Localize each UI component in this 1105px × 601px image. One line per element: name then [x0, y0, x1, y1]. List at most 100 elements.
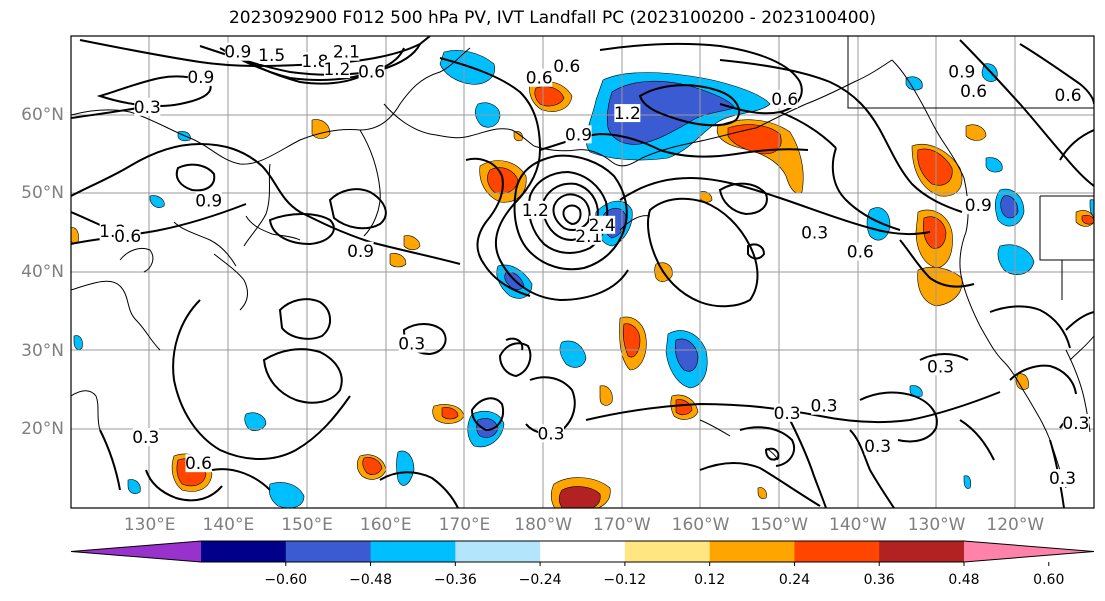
contour-label: 1.8 — [301, 52, 328, 72]
contour-label-background — [185, 454, 212, 473]
contour-label: 0.3 — [1049, 469, 1076, 489]
contour-label: 2.4 — [589, 216, 616, 236]
contour-label-background — [1049, 469, 1076, 488]
contour-label-background — [258, 45, 285, 64]
colorbar-swatch — [370, 541, 456, 562]
contour-label-background — [114, 226, 141, 245]
longitude-label: 160°W — [671, 515, 730, 535]
contour-label-background — [948, 62, 975, 81]
colorbar — [70, 540, 1095, 566]
contour-label-background — [538, 424, 565, 443]
latitude-label: 40°N — [21, 262, 64, 282]
colorbar-tick-label: 0.60 — [1033, 572, 1065, 588]
contour-label: 0.3 — [801, 224, 828, 244]
contour-label: 0.9 — [224, 43, 251, 63]
colorbar-swatch — [879, 541, 965, 562]
contour-label: 1.2 — [323, 60, 350, 80]
contour-label-background — [553, 56, 580, 75]
contour-label: 0.9 — [187, 68, 214, 88]
latitude-label: 50°N — [21, 183, 64, 204]
contour-label: 0.6 — [553, 57, 580, 77]
contour-label-background — [1055, 86, 1082, 104]
colorbar-tick-label: −0.24 — [518, 572, 562, 588]
contour-label: 1.2 — [614, 104, 641, 124]
contour-label: 0.6 — [185, 454, 212, 474]
contour-label: 0.6 — [526, 69, 553, 89]
contour-label: 0.3 — [774, 404, 801, 424]
contour-label-background — [195, 191, 222, 210]
contour-label: 0.9 — [565, 125, 592, 145]
contour-label-background — [323, 60, 350, 79]
contour-label-background — [801, 223, 828, 242]
graticule — [71, 36, 1094, 508]
contour-label: 0.3 — [927, 357, 954, 377]
contour-label-background — [927, 357, 954, 376]
colorbar-tick-label: 0.24 — [778, 572, 811, 588]
contour-labels: 0.9 1.5 1.8 2.11.2 0.60.90.30.60.60.91.20.60… — [99, 42, 1089, 489]
contour-label: 0.6 — [771, 90, 798, 110]
contour-label: 0.3 — [864, 437, 891, 457]
colorbar-tick-label: −0.36 — [433, 572, 477, 588]
pv-contours — [71, 36, 1094, 508]
contour-label-background — [589, 215, 616, 234]
contour-label-background — [960, 82, 987, 101]
colorbar-swatch — [455, 541, 541, 562]
pv-anomaly-shading — [71, 50, 1094, 508]
colorbar-swatch — [285, 541, 372, 562]
contour-label: 0.9 — [948, 62, 975, 82]
latitude-label: 60°N — [21, 104, 64, 125]
contour-label-background — [847, 242, 874, 261]
contour-label: 0.6 — [114, 227, 141, 247]
contour-label: 0.3 — [537, 424, 564, 444]
contour-label-background — [347, 241, 374, 260]
colorbar-tick-label: −0.48 — [349, 572, 392, 588]
contour-label-background — [526, 68, 553, 87]
contour-label-background — [965, 196, 992, 215]
longitude-label: 170°E — [438, 515, 491, 535]
longitude-label: 180°W — [514, 515, 573, 535]
contour-label: 0.3 — [398, 335, 425, 355]
latitude-label: 30°N — [21, 340, 64, 361]
contour-label-background — [187, 67, 214, 86]
longitude-label: 140°E — [202, 515, 255, 535]
longitude-label: 130°W — [907, 515, 966, 535]
colorbar-swatch — [709, 541, 795, 562]
contour-label: 0.9 — [965, 196, 992, 216]
contour-label-background — [1062, 414, 1089, 433]
colorbar-swatch — [794, 541, 880, 562]
colorbar-tick-label: −0.12 — [603, 572, 647, 588]
contour-label: 0.9 — [195, 191, 222, 211]
longitude-label: 160°E — [359, 515, 412, 535]
contour-label: 0.6 — [847, 243, 874, 263]
contour-label: 0.3 — [134, 98, 161, 118]
contour-label-background — [614, 104, 641, 123]
colorbar-swatch — [201, 541, 287, 562]
contour-label-background — [358, 62, 385, 81]
contour-label-background — [301, 52, 328, 71]
longitude-label: 150°W — [750, 515, 809, 535]
contour-label-background — [333, 42, 360, 61]
contour-label: 2.1 — [333, 43, 360, 63]
map-title: 2023092900 F012 500 hPa PV, IVT Landfall… — [228, 8, 876, 28]
longitude-label: 140°W — [829, 515, 887, 535]
longitude-label: 150°E — [281, 515, 333, 535]
longitude-label: 120°W — [986, 515, 1045, 535]
colorbar-tick-label: 0.12 — [694, 572, 726, 588]
contour-label: 0.6 — [1055, 86, 1082, 106]
contour-label: 1.2 — [522, 201, 549, 221]
colorbar-tick-label: 0.36 — [863, 572, 895, 588]
contour-label-background — [771, 89, 798, 108]
colorbar-tick-label: −0.60 — [264, 572, 308, 588]
contour-label: 0.3 — [132, 428, 159, 448]
contour-label-background — [811, 396, 838, 415]
map-frame — [70, 35, 1095, 509]
contour-label-background — [522, 200, 549, 219]
coastlines — [71, 36, 1094, 489]
contour-label-background — [398, 334, 425, 353]
contour-label: 0.6 — [358, 62, 385, 82]
contour-label-background — [774, 403, 801, 422]
contour-label: 0.3 — [811, 397, 838, 417]
contour-label: 0.6 — [960, 82, 987, 102]
contour-label-background — [132, 428, 159, 447]
colorbar-extend-high — [964, 541, 1094, 562]
